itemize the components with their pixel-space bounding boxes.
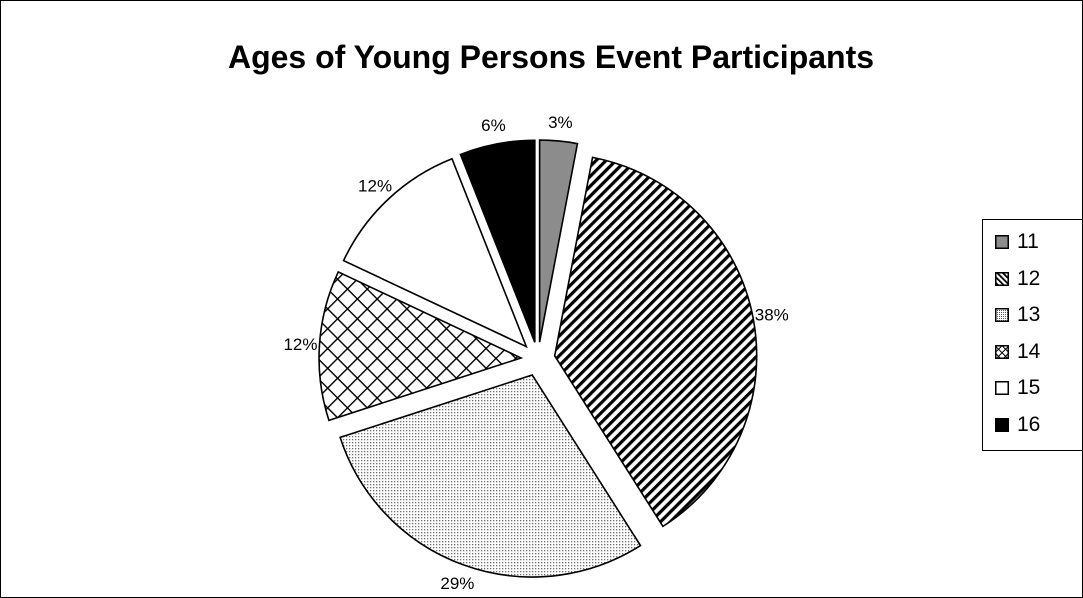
legend-item-13: 13 — [995, 300, 1040, 330]
legend-swatch-11 — [995, 235, 1009, 249]
legend-swatch-13 — [995, 308, 1009, 322]
pie-slice-12 — [553, 156, 758, 528]
pie-slice-13 — [339, 374, 642, 578]
data-label-14: 12% — [283, 335, 317, 354]
pie-slices — [318, 139, 758, 578]
chart-title: Ages of Young Persons Event Participants — [227, 39, 875, 75]
pie-slice-16 — [459, 139, 536, 343]
legend-item-11: 11 — [995, 227, 1039, 257]
legend-item-16: 16 — [995, 410, 1040, 440]
data-label-16: 6% — [481, 116, 506, 135]
data-label-12: 38% — [755, 305, 789, 324]
legend-item-12: 12 — [995, 264, 1040, 294]
legend-label-11: 11 — [1017, 230, 1039, 253]
percentage-labels: 3% 38% 29% 12% 12% 6% — [283, 113, 788, 593]
legend: 11 12 13 14 15 16 — [982, 219, 1082, 451]
data-label-11: 3% — [548, 113, 573, 132]
legend-swatch-16 — [995, 417, 1009, 432]
legend-swatch-14 — [995, 344, 1009, 359]
legend-swatch-15 — [995, 381, 1009, 395]
legend-label-16: 16 — [1017, 412, 1041, 436]
legend-swatch-12 — [995, 271, 1009, 286]
data-label-15: 12% — [358, 177, 392, 196]
pie-slice-14 — [318, 270, 524, 422]
data-label-13: 29% — [440, 574, 474, 593]
legend-item-15: 15 — [995, 373, 1040, 403]
legend-label-12: 12 — [1017, 266, 1041, 290]
legend-label-14: 14 — [1017, 339, 1041, 363]
pie-slice-15 — [342, 157, 528, 349]
pie-slice-11 — [538, 139, 579, 343]
legend-item-14: 14 — [995, 337, 1040, 367]
legend-label-13: 13 — [1017, 303, 1041, 326]
legend-label-15: 15 — [1017, 376, 1041, 399]
